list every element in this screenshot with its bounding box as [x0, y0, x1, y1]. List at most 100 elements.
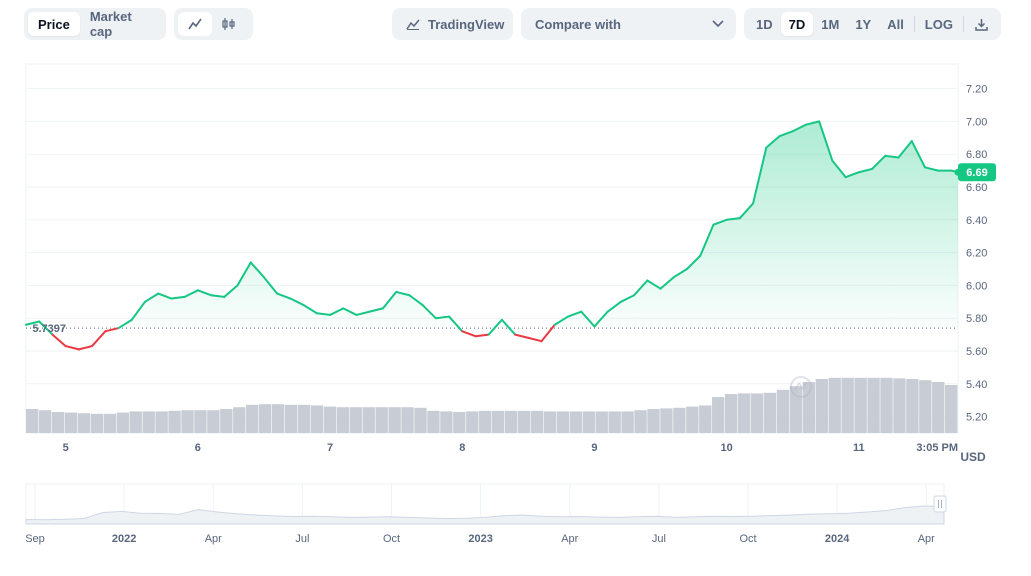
tradingview-button[interactable]: TradingView [392, 8, 513, 40]
volume-bar [517, 410, 531, 433]
volume-bar [556, 411, 570, 433]
price-segment [923, 166, 940, 172]
price-segment [500, 318, 517, 336]
volume-bar [77, 413, 91, 433]
volume-bar [854, 377, 867, 433]
navigator-handle[interactable] [933, 495, 947, 513]
price-segment [143, 292, 160, 303]
range-1d[interactable]: 1D [756, 16, 773, 32]
volume-bar [440, 411, 453, 433]
price-segment [871, 154, 887, 170]
volume-bar [155, 411, 168, 433]
volume-bar [129, 411, 142, 433]
volume-bar [582, 411, 595, 433]
y-tick-label: 7.00 [966, 116, 987, 128]
y-tick-label: 5.20 [966, 412, 987, 424]
volume-bar [246, 404, 259, 433]
x-tick-label: 5 [63, 442, 69, 454]
volume-bar [38, 410, 52, 433]
price-segment [804, 120, 821, 126]
line-chart-icon[interactable] [178, 12, 212, 36]
navigator-x-label: Oct [383, 533, 400, 545]
y-tick-label: 6.80 [966, 149, 987, 161]
volume-bar [259, 404, 272, 433]
navigator-x-label: Jul [652, 533, 666, 545]
price-segment [329, 307, 345, 316]
y-tick-label: 5.60 [966, 346, 987, 358]
price-segment [461, 330, 477, 338]
price-segment [395, 290, 411, 297]
volume-bar [893, 378, 906, 433]
volume-bar [569, 411, 583, 433]
baseline-label: 5.7397 [32, 323, 66, 335]
price-segment [567, 310, 583, 318]
price-segment [434, 315, 451, 320]
price-segment [104, 327, 120, 333]
price-segment [646, 279, 662, 290]
volume-bar [504, 410, 518, 433]
volume-bar [362, 407, 375, 433]
tradingview-icon [406, 19, 420, 30]
navigator-x-label: 2023 [468, 533, 492, 545]
price-segment [514, 333, 530, 339]
compare-with-dropdown[interactable]: Compare with [521, 8, 736, 40]
candlestick-icon[interactable] [212, 12, 246, 36]
x-tick-label: 3:05 PM [916, 442, 958, 454]
price-segment [672, 268, 688, 279]
volume-bar [51, 412, 65, 433]
volume-bar [815, 379, 828, 433]
download-icon[interactable] [966, 12, 997, 36]
volume-bar [828, 377, 841, 433]
range-7d[interactable]: 7D [780, 12, 814, 36]
volume-bar [310, 405, 324, 433]
x-tick-label: 10 [721, 442, 733, 454]
volume-bar [297, 404, 311, 433]
tab-price[interactable]: Price [28, 12, 80, 36]
volume-bar [595, 411, 608, 433]
price-segment [593, 310, 609, 328]
price-segment [130, 300, 146, 321]
volume-bar [621, 411, 634, 433]
volume-bar [673, 407, 686, 433]
price-segment [25, 320, 41, 326]
navigator-x-label: Apr [561, 533, 578, 545]
price-segment [791, 123, 807, 133]
y-tick-label: 6.40 [966, 215, 987, 227]
price-segment [236, 261, 252, 287]
price-segment [712, 218, 728, 226]
price-segment [117, 318, 133, 330]
price-line [25, 120, 959, 351]
volume-bar [647, 409, 660, 433]
volume-bar [543, 411, 557, 433]
price-segment [831, 159, 847, 179]
navigator-x-label: Apr [205, 533, 222, 545]
price-chart[interactable]: 5.7397 5.20 5.40 5.60 5.80 6.00 6.20 6.40 6.60 6… [0, 56, 1031, 466]
y-tick-label: 5.40 [966, 379, 987, 391]
volume-bar [712, 397, 725, 433]
price-segment [183, 289, 199, 298]
x-tick-label: 9 [591, 442, 597, 454]
volume-bar [26, 409, 39, 433]
range-navigator[interactable]: Sep 2022 Apr Jul Oct 2023 Apr Jul Oct 2024 Apr [0, 476, 1031, 556]
price-segment [580, 310, 596, 328]
volume-bar [168, 410, 181, 433]
tradingview-label: TradingView [428, 16, 505, 32]
range-1m[interactable]: 1M [821, 16, 840, 32]
range-1y[interactable]: 1Y [855, 16, 872, 32]
log-scale-toggle[interactable]: LOG [924, 16, 953, 32]
tab-market-cap[interactable]: Market cap [89, 9, 132, 39]
price-segment [342, 307, 358, 316]
price-area-fill [26, 121, 958, 329]
compare-label: Compare with [535, 16, 621, 32]
price-segment [302, 304, 318, 315]
volume-bar [466, 411, 479, 433]
price-segment [553, 315, 570, 326]
watermark-logo [790, 376, 812, 398]
range-all[interactable]: All [887, 16, 904, 32]
price-segment [91, 330, 107, 348]
price-segment [196, 289, 213, 297]
volume-bar [284, 404, 298, 433]
volume-bar [776, 389, 790, 433]
volume-bar [323, 406, 337, 433]
price-segment [223, 284, 239, 298]
